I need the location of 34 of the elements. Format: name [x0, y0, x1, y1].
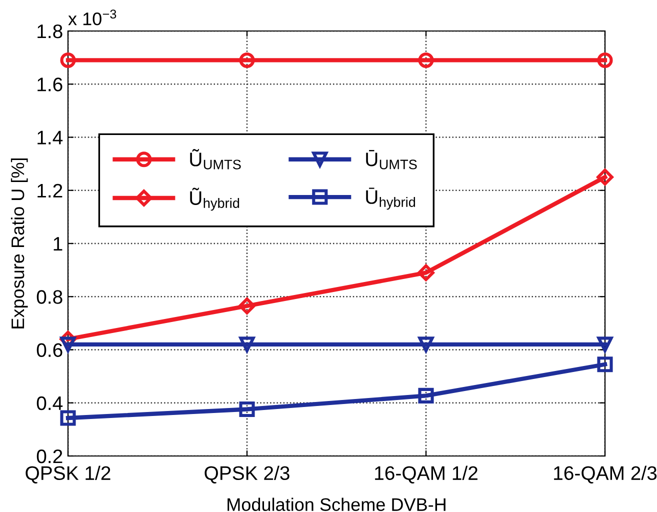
x-tick-label: 16-QAM 2/3 — [554, 466, 657, 484]
y-tick-label: 1.6 — [38, 78, 62, 92]
legend-label: Ū$_{hybrid}$ — [366, 188, 416, 210]
y-tick-label: 1 — [54, 237, 62, 251]
point — [418, 388, 434, 404]
y-tick-label: 1.2 — [38, 184, 62, 198]
point — [60, 410, 76, 426]
text: x 10$^{−3}$ — [68, 10, 116, 26]
x-tick-label: 16-QAM 1/2 — [375, 466, 478, 484]
point — [418, 52, 434, 68]
point — [238, 298, 256, 314]
point — [60, 52, 76, 68]
point — [239, 52, 255, 68]
point — [239, 336, 255, 352]
y-axis-title: Exposure Ratio U [%] — [10, 158, 28, 328]
y-tick-label: 0.8 — [36, 290, 62, 304]
point — [597, 356, 613, 372]
y-tick-label: 0.4 — [36, 396, 63, 410]
y-tick-label: 1.4 — [38, 130, 63, 144]
y-tick-label: 0.2 — [36, 449, 62, 464]
point — [418, 264, 434, 282]
point — [597, 52, 613, 68]
x-tick-label: QPSK 2/3 — [204, 466, 290, 484]
point — [597, 336, 613, 352]
legend-label: Ū$_{UMTS}$ — [366, 150, 417, 170]
point — [239, 401, 255, 418]
legend-label: Ũ$_{hybrid}$ — [190, 188, 240, 211]
x-axis-title: Modulation Scheme DVB-H — [228, 498, 446, 511]
point — [418, 336, 434, 352]
point — [596, 168, 614, 186]
legend-label: Ũ$_{UMTS}$ — [190, 149, 241, 170]
y-tick-label: 1.8 — [38, 24, 62, 38]
x-tick-label: QPSK 1/2 — [26, 466, 110, 484]
y-tick-label: 0.6 — [36, 343, 62, 357]
